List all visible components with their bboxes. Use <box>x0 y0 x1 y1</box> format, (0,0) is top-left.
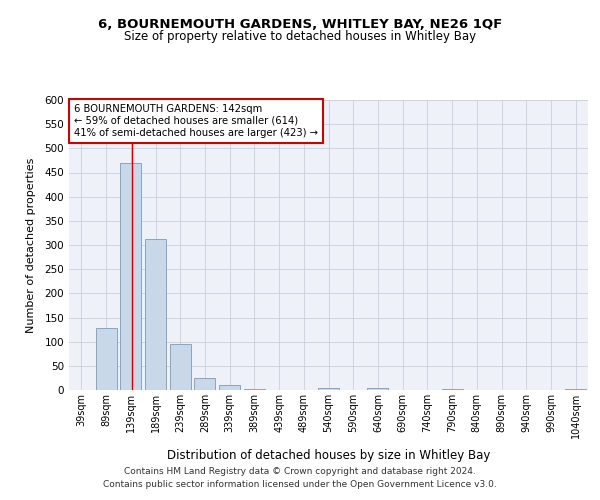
X-axis label: Distribution of detached houses by size in Whitley Bay: Distribution of detached houses by size … <box>167 449 490 462</box>
Text: Size of property relative to detached houses in Whitley Bay: Size of property relative to detached ho… <box>124 30 476 43</box>
Text: Contains HM Land Registry data © Crown copyright and database right 2024.: Contains HM Land Registry data © Crown c… <box>124 467 476 476</box>
Bar <box>120 163 141 390</box>
Bar <box>170 344 191 390</box>
Text: 6, BOURNEMOUTH GARDENS, WHITLEY BAY, NE26 1QF: 6, BOURNEMOUTH GARDENS, WHITLEY BAY, NE2… <box>98 18 502 30</box>
Bar <box>244 388 265 390</box>
Bar <box>367 388 388 390</box>
Bar <box>318 388 339 390</box>
Text: Contains public sector information licensed under the Open Government Licence v3: Contains public sector information licen… <box>103 480 497 489</box>
Bar <box>95 328 116 390</box>
Bar <box>219 385 240 390</box>
Bar <box>565 388 586 390</box>
Y-axis label: Number of detached properties: Number of detached properties <box>26 158 36 332</box>
Text: 6 BOURNEMOUTH GARDENS: 142sqm
← 59% of detached houses are smaller (614)
41% of : 6 BOURNEMOUTH GARDENS: 142sqm ← 59% of d… <box>74 104 318 138</box>
Bar <box>194 378 215 390</box>
Bar <box>145 239 166 390</box>
Bar <box>442 388 463 390</box>
